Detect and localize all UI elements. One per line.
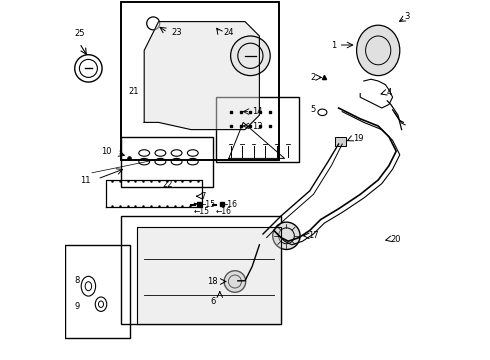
Text: 6: 6 <box>211 297 216 306</box>
Bar <box>65 245 130 338</box>
Text: 2: 2 <box>310 73 315 82</box>
Text: 18: 18 <box>207 277 217 286</box>
Text: 22: 22 <box>162 180 173 189</box>
Text: 17: 17 <box>308 231 318 240</box>
Bar <box>121 2 279 160</box>
Text: 25: 25 <box>74 29 85 38</box>
Text: 1: 1 <box>332 41 337 50</box>
Text: 10: 10 <box>101 148 112 157</box>
Text: ←16: ←16 <box>221 200 238 209</box>
Circle shape <box>273 222 300 249</box>
Text: 3: 3 <box>404 12 410 21</box>
Text: ←16: ←16 <box>216 207 231 216</box>
Bar <box>121 216 281 324</box>
Text: ←15: ←15 <box>194 207 210 216</box>
Text: 13: 13 <box>252 122 263 131</box>
Bar <box>216 97 299 162</box>
Text: ←15: ←15 <box>200 200 216 209</box>
Bar <box>121 2 279 160</box>
Text: 4: 4 <box>387 89 392 98</box>
Text: 14: 14 <box>252 107 263 116</box>
Text: 11: 11 <box>80 176 90 185</box>
Bar <box>335 137 346 146</box>
Text: 5: 5 <box>311 105 316 114</box>
Polygon shape <box>144 22 259 130</box>
Circle shape <box>231 36 270 76</box>
Text: 23: 23 <box>171 28 182 37</box>
Text: 9: 9 <box>74 302 79 311</box>
Text: 7: 7 <box>200 192 205 201</box>
Circle shape <box>224 271 245 292</box>
Polygon shape <box>137 227 281 324</box>
Text: 24: 24 <box>223 28 234 37</box>
Text: 19: 19 <box>353 134 364 143</box>
Text: 8: 8 <box>74 276 79 284</box>
Text: 20: 20 <box>391 235 401 244</box>
Bar <box>121 137 213 187</box>
Text: 21: 21 <box>128 87 139 96</box>
Ellipse shape <box>357 25 400 76</box>
